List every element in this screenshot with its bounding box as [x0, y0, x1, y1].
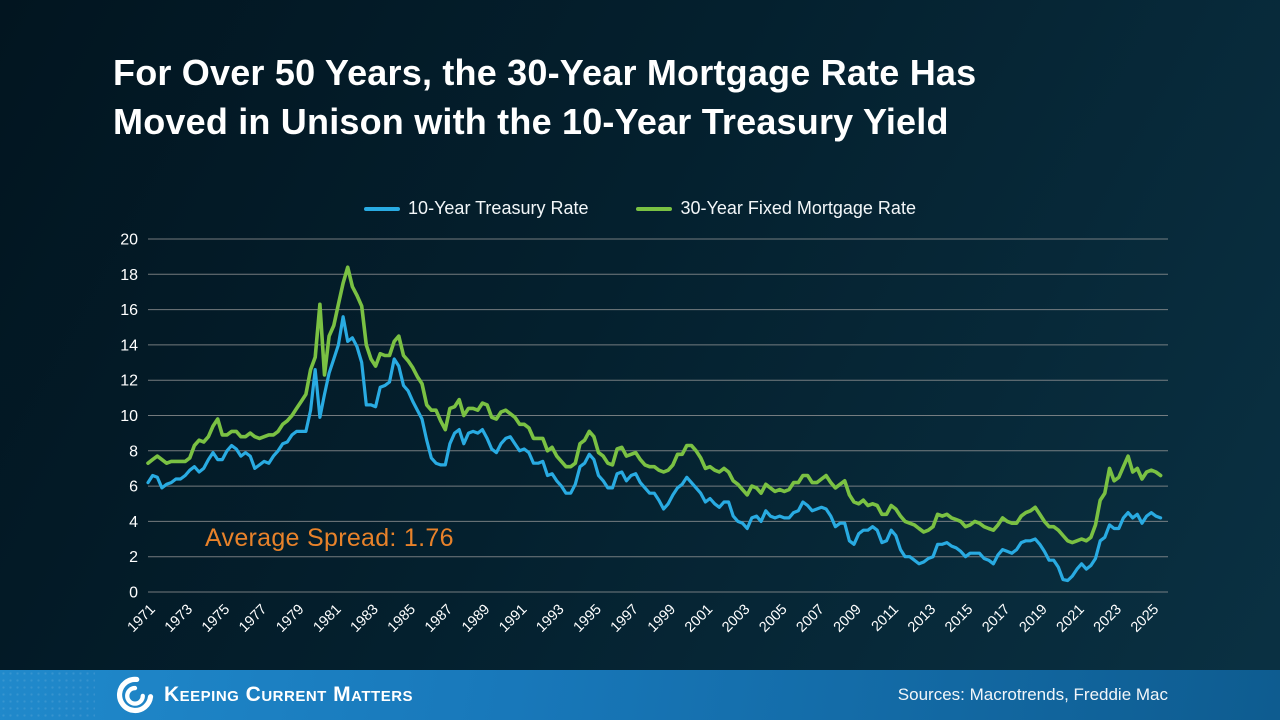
x-tick-label-1995: 1995 — [571, 602, 605, 636]
y-tick-label-14: 14 — [120, 337, 138, 354]
x-tick-label-2011: 2011 — [869, 602, 902, 635]
x-tick-label-1987: 1987 — [422, 602, 456, 636]
y-tick-label-4: 4 — [129, 514, 138, 531]
x-tick-label-2013: 2013 — [905, 602, 939, 636]
title-line-2: Moved in Unison with the 10-Year Treasur… — [113, 101, 949, 142]
x-tick-label-2017: 2017 — [979, 602, 1013, 636]
legend-item-mortgage: 30-Year Fixed Mortgage Rate — [636, 198, 916, 219]
average-spread-annotation: Average Spread: 1.76 — [205, 524, 454, 552]
chart-legend: 10-Year Treasury Rate 30-Year Fixed Mort… — [0, 198, 1280, 219]
page-title: For Over 50 Years, the 30-Year Mortgage … — [113, 48, 976, 146]
y-tick-label-12: 12 — [120, 373, 138, 390]
legend-label-mortgage: 30-Year Fixed Mortgage Rate — [680, 198, 916, 218]
legend-item-treasury: 10-Year Treasury Rate — [364, 198, 588, 219]
series-line-treasury — [146, 315, 1163, 583]
x-tick-label-2001: 2001 — [682, 602, 716, 636]
x-tick-label-1981: 1981 — [310, 602, 344, 636]
brand-name: Keeping Current Matters — [164, 683, 414, 706]
y-tick-label-6: 6 — [129, 479, 138, 496]
x-tick-label-2015: 2015 — [942, 602, 976, 636]
y-tick-label-2: 2 — [129, 549, 138, 566]
x-tick-label-1973: 1973 — [162, 602, 196, 636]
sources-text: Sources: Macrotrends, Freddie Mac — [897, 685, 1168, 704]
x-tick-label-2021: 2021 — [1054, 602, 1088, 636]
x-tick-label-1971: 1971 — [125, 602, 159, 636]
x-tick-label-2007: 2007 — [794, 602, 828, 636]
x-tick-label-1997: 1997 — [608, 602, 642, 636]
kcm-swirl-logo-icon — [116, 676, 154, 714]
x-tick-label-2009: 2009 — [831, 602, 865, 636]
series-line-mortgage — [146, 265, 1163, 545]
y-tick-label-16: 16 — [120, 302, 138, 319]
mortgage-line-swatch — [636, 206, 673, 211]
x-tick-label-2025: 2025 — [1128, 602, 1162, 636]
x-tick-label-1975: 1975 — [199, 602, 233, 636]
x-tick-label-2023: 2023 — [1091, 602, 1125, 636]
x-tick-label-2005: 2005 — [756, 602, 790, 636]
y-tick-label-18: 18 — [120, 267, 138, 284]
treasury-line-swatch — [364, 206, 401, 211]
x-tick-label-2019: 2019 — [1017, 602, 1051, 636]
line-chart: 0 2 4 6 8 10 12 14 16 18 20 1971 1973 1975 1977 1979 198… — [120, 232, 1168, 636]
x-tick-label-1991: 1991 — [496, 602, 530, 636]
legend-label-treasury: 10-Year Treasury Rate — [408, 198, 589, 218]
x-tick-label-1985: 1985 — [385, 602, 419, 636]
y-tick-label-0: 0 — [129, 585, 138, 602]
y-tick-label-8: 8 — [129, 443, 138, 460]
x-tick-label-1989: 1989 — [459, 602, 493, 636]
x-tick-label-1993: 1993 — [533, 602, 567, 636]
x-tick-label-2003: 2003 — [719, 602, 753, 636]
brand-lockup: Keeping Current Matters — [116, 676, 413, 714]
y-tick-label-20: 20 — [120, 232, 138, 249]
x-tick-label-1983: 1983 — [348, 602, 382, 636]
x-tick-label-1999: 1999 — [645, 602, 679, 636]
x-tick-label-1977: 1977 — [236, 602, 270, 636]
y-tick-label-10: 10 — [120, 408, 138, 425]
title-line-1: For Over 50 Years, the 30-Year Mortgage … — [113, 52, 977, 93]
footer-bar: Keeping Current Matters Sources: Macrotr… — [0, 670, 1280, 720]
x-tick-label-1979: 1979 — [273, 602, 307, 636]
